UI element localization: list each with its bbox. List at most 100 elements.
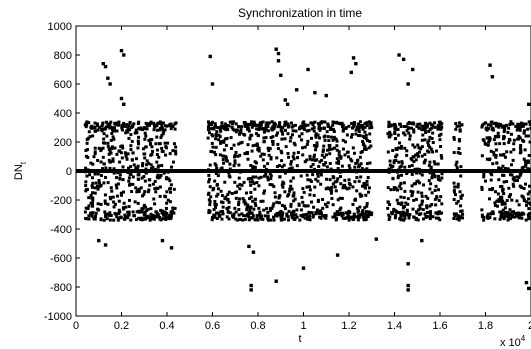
data-point <box>163 194 167 198</box>
data-point <box>266 146 270 150</box>
data-point <box>130 169 134 173</box>
data-point <box>505 213 509 217</box>
data-point <box>302 120 306 124</box>
data-point <box>316 198 320 202</box>
data-point <box>400 173 404 177</box>
outlier-point <box>374 237 378 241</box>
data-point <box>276 147 280 151</box>
y-tick-label: -800 <box>50 282 72 294</box>
data-point <box>295 208 299 212</box>
outlier-point <box>274 279 278 283</box>
data-point <box>314 177 318 181</box>
data-point <box>294 213 298 217</box>
data-point <box>397 160 401 164</box>
data-point <box>365 121 369 125</box>
data-point <box>436 124 440 128</box>
data-point <box>237 142 241 146</box>
data-point <box>437 210 441 214</box>
data-point <box>515 199 519 203</box>
outlier-point <box>122 102 126 106</box>
data-point <box>214 163 218 167</box>
data-point <box>253 201 257 205</box>
data-point <box>386 206 390 210</box>
data-point <box>287 192 291 196</box>
data-point <box>496 192 500 196</box>
data-point <box>257 206 261 210</box>
data-point <box>114 212 118 216</box>
data-point <box>399 202 403 206</box>
data-point <box>91 181 95 185</box>
data-point <box>433 125 437 129</box>
data-point <box>314 212 318 216</box>
data-point <box>125 157 129 161</box>
data-point <box>217 170 221 174</box>
data-point <box>90 176 94 180</box>
data-point <box>522 122 526 126</box>
data-point <box>157 155 161 159</box>
data-point <box>519 150 523 154</box>
data-point <box>454 127 458 131</box>
data-point <box>251 214 255 218</box>
data-point <box>122 190 126 194</box>
data-point <box>418 207 422 211</box>
data-point <box>145 159 149 163</box>
data-point <box>460 123 464 127</box>
data-point <box>290 213 294 217</box>
x-tick-label: 0.6 <box>205 320 220 332</box>
data-point <box>363 146 367 150</box>
data-point <box>521 124 525 128</box>
data-point <box>434 203 438 207</box>
data-point <box>87 214 91 218</box>
data-point <box>213 199 217 203</box>
data-point <box>112 200 116 204</box>
data-point <box>520 138 524 142</box>
data-point <box>482 218 486 222</box>
data-point <box>251 167 255 171</box>
data-point <box>232 120 236 124</box>
data-point <box>395 188 399 192</box>
data-point <box>522 131 526 135</box>
data-point <box>234 210 238 214</box>
data-point <box>427 143 431 147</box>
data-point <box>430 191 434 195</box>
outlier-point <box>411 67 415 72</box>
data-point <box>405 129 409 133</box>
data-point <box>360 167 364 171</box>
data-point <box>503 155 507 159</box>
data-point <box>143 212 147 216</box>
data-point <box>222 148 226 152</box>
data-point <box>131 175 135 179</box>
data-point <box>417 126 421 130</box>
data-point <box>285 214 289 218</box>
data-point <box>508 173 512 177</box>
data-point <box>303 123 307 127</box>
data-point <box>489 178 493 182</box>
data-point <box>154 210 158 214</box>
data-point <box>282 217 286 221</box>
data-point <box>311 173 315 177</box>
data-point <box>233 153 237 157</box>
data-point <box>89 161 93 165</box>
data-point <box>299 174 303 178</box>
data-point <box>305 129 309 133</box>
data-point <box>363 183 367 187</box>
data-point <box>314 148 318 152</box>
data-point <box>517 203 521 207</box>
data-point <box>355 125 359 129</box>
data-point <box>363 168 367 172</box>
data-point <box>484 127 488 131</box>
data-point <box>332 121 336 125</box>
data-point <box>455 166 459 170</box>
data-point <box>252 207 256 211</box>
data-point <box>112 218 116 222</box>
data-point <box>269 208 273 212</box>
data-point <box>514 212 518 216</box>
data-point <box>166 198 170 202</box>
data-point <box>159 208 163 212</box>
x-tick-label: 1.6 <box>432 320 447 332</box>
data-point <box>512 148 516 152</box>
data-point <box>310 158 314 162</box>
data-point <box>262 174 266 178</box>
data-point <box>148 183 152 187</box>
data-point <box>165 212 169 216</box>
